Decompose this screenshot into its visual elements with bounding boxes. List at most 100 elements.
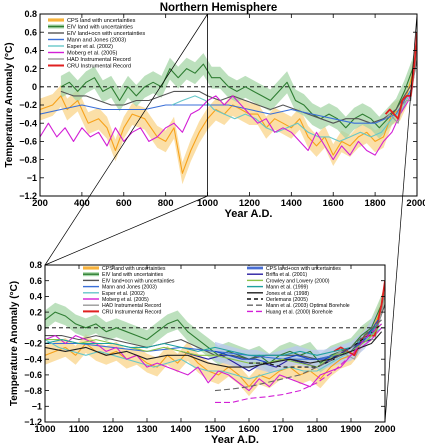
legend-label: HAD Instrumental Record [102,303,161,309]
uncertainty-band-1 [60,39,417,139]
y-tick-label: 0.8 [29,260,42,270]
x-ticks: 200 400 600 800 1000 1200 1400 1600 1800 2000 [32,14,425,209]
zoom-connector-left [44,195,208,266]
legend-label: Mann et al. (2003) Optimal Borehole [266,303,350,309]
y-tick-label: −0.2 [19,100,37,110]
legend-label: Jones et al. (1998) [266,291,309,297]
x-tick-label: 1500 [204,424,225,435]
x-tick-label: 2000 [406,198,425,209]
y-tick-label: 0.4 [29,292,42,302]
legend-label: Esper et al. (2002) [102,291,145,297]
legend-label: CPS land with uncertainties [67,18,136,24]
x-axis-label: Year A.D. [225,208,273,220]
legend-label: Mann and Jones (2003) [102,285,157,291]
legend-label: EIV land+ocn with uncertainties [67,31,145,37]
x-tick-label: 1600 [238,424,259,435]
legend-label: Mann et al. (1999) [266,285,308,291]
x-ticks: 1000 1100 1200 1300 1400 1500 1600 1700 1800 1900… [34,265,396,435]
legend-label: EIV land+ocn with uncertainties [102,278,175,284]
chart-panel-2: 1000 1100 1200 1300 1400 1500 1600 1700 1800 1900… [9,260,396,444]
legend-label: Moberg et al. (2005) [67,51,118,57]
x-tick-label: 200 [32,198,48,209]
x-tick-label: 1600 [323,198,344,209]
series-line-15 [215,323,382,403]
x-tick-label: 400 [74,198,90,209]
x-axis-label: Year A.D. [211,434,259,444]
y-tick-label: −1.2 [19,191,37,201]
y-tick-label: −0.6 [19,137,37,147]
y-tick-label: −1 [27,173,37,183]
series-line-4 [171,86,414,142]
zoom-connector-left-top [44,13,208,266]
y-ticks: 0.8 0.6 0.4 0.2 0 −0.2 −0.4 −0.6 −0.8 −1 −1.2 [19,9,417,201]
x-tick-label: 600 [116,198,132,209]
legend-label: CRU Instrumental Record [102,309,162,315]
x-tick-label: 1400 [281,198,302,209]
uncertainty-band-8 [215,310,379,373]
series-line-7 [384,32,417,120]
x-tick-label: 1100 [69,424,90,435]
x-tick-label: 1000 [34,424,55,435]
x-tick-label: 1800 [306,424,327,435]
chart-panel-1: 200 400 600 800 1000 1200 1400 1600 1800 20000.80… [4,2,425,220]
y-tick-label: 0.8 [24,9,37,19]
legend-label: CPS land+ocn with uncertainties [266,266,341,272]
legend-label: Briffa et al. (2001) [266,272,307,278]
y-tick-label: −1 [32,402,42,412]
y-tick-label: −0.4 [24,354,42,364]
x-tick-label: 1700 [272,424,293,435]
legend-label: Crowley and Lowery (2000) [266,278,330,284]
legend-label: CPS land with uncertainties [102,266,166,272]
y-tick-label: 0.6 [24,27,37,37]
y-ticks: 0.8 0.6 0.4 0.2 0 −0.2 −0.4 −0.6 −0.8 −1 −1.2 [24,260,385,427]
y-tick-label: −0.2 [24,339,42,349]
x-tick-label: 1200 [102,424,123,435]
legend-label: Oerlemans (2005) [266,297,308,303]
legend-label: Huang et al. (2000) Borehole [266,309,333,315]
series-line-13 [249,323,382,368]
series-line-1 [60,50,417,129]
y-tick-label: 0.2 [29,307,42,317]
legend-label: Mann and Jones (2003) [67,38,126,44]
y-tick-label: 0.2 [24,64,37,74]
x-tick-label: 1900 [340,424,361,435]
legend-label: EIV land with uncertainties [102,272,164,278]
y-tick-label: −0.8 [19,155,37,165]
y-axis-label: Temperature Anomaly (°C) [4,42,15,167]
y-tick-label: 0 [37,323,42,333]
legend-label: CRU Instrumental Record [67,64,131,70]
series-line-12 [45,331,383,368]
series-line-4 [45,327,382,380]
x-tick-label: 800 [158,198,174,209]
y-axis-label: Temperature Anomaly (°C) [9,281,20,406]
y-tick-label: 0.6 [29,276,42,286]
series-line-11 [45,323,379,356]
x-tick-label: 1400 [170,424,191,435]
y-tick-label: 0.4 [24,46,37,56]
uncertainty-band-0 [45,283,385,397]
legend-label: HAD Instrumental Record [67,57,131,63]
y-tick-label: −0.6 [24,370,42,380]
y-tick-label: 0 [32,82,37,92]
legend-label: EIV land with uncertainties [67,25,133,31]
y-tick-label: −1.2 [24,417,42,427]
plot-area [45,280,385,403]
legend-label: Moberg et al. (2005) [102,297,149,303]
y-tick-label: −0.8 [24,386,42,396]
chart-title: Northern Hemisphere [160,2,278,14]
x-tick-label: 1300 [136,424,157,435]
x-tick-label: 1000 [197,198,218,209]
x-tick-label: 1200 [239,198,260,209]
series-line-3 [40,86,414,124]
x-tick-label: 2000 [374,424,395,435]
series-line-5 [45,327,383,392]
plot-area [40,32,417,185]
series-line-5 [40,86,414,161]
zoom-connector-right [384,13,418,423]
y-tick-label: −0.4 [19,118,37,128]
legend-label: Esper et al. (2002) [67,44,113,50]
zoom-connectors [44,13,418,423]
